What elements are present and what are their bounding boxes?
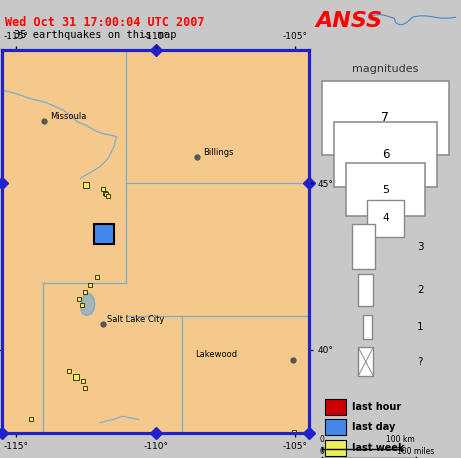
Text: Wed Oct 31 17:00:04 UTC 2007: Wed Oct 31 17:00:04 UTC 2007 <box>5 16 204 29</box>
Text: 3: 3 <box>417 242 424 252</box>
Text: ANSS: ANSS <box>316 11 383 32</box>
Text: 1: 1 <box>417 322 424 332</box>
Bar <box>325 398 346 415</box>
Text: Missoula: Missoula <box>50 112 86 120</box>
Bar <box>367 200 403 237</box>
Text: last week: last week <box>352 443 405 453</box>
Text: 2: 2 <box>417 285 424 295</box>
Bar <box>363 315 372 339</box>
Text: 4: 4 <box>382 213 389 223</box>
Text: 7: 7 <box>381 111 390 124</box>
Text: Billings: Billings <box>203 148 233 157</box>
Text: ?: ? <box>417 357 423 367</box>
Text: last hour: last hour <box>352 402 402 412</box>
Bar <box>334 122 437 187</box>
Bar <box>325 440 346 456</box>
Bar <box>358 273 373 306</box>
Text: last day: last day <box>352 422 396 432</box>
Text: Salt Lake City: Salt Lake City <box>107 315 165 324</box>
Text: 6: 6 <box>382 148 389 161</box>
Text: 5: 5 <box>382 185 389 195</box>
Text: 100 km: 100 km <box>386 435 415 444</box>
Bar <box>325 419 346 436</box>
Polygon shape <box>81 293 95 316</box>
Text: 0: 0 <box>319 435 325 444</box>
Bar <box>322 81 449 155</box>
Bar <box>346 163 425 216</box>
Text: 0: 0 <box>319 447 325 456</box>
Bar <box>358 347 373 376</box>
Text: magnitudes: magnitudes <box>352 65 419 75</box>
Text: 35 earthquakes on this map: 35 earthquakes on this map <box>14 30 176 40</box>
Bar <box>352 224 375 269</box>
Text: Lakewood: Lakewood <box>195 350 237 359</box>
Text: 100 miles: 100 miles <box>397 447 434 456</box>
